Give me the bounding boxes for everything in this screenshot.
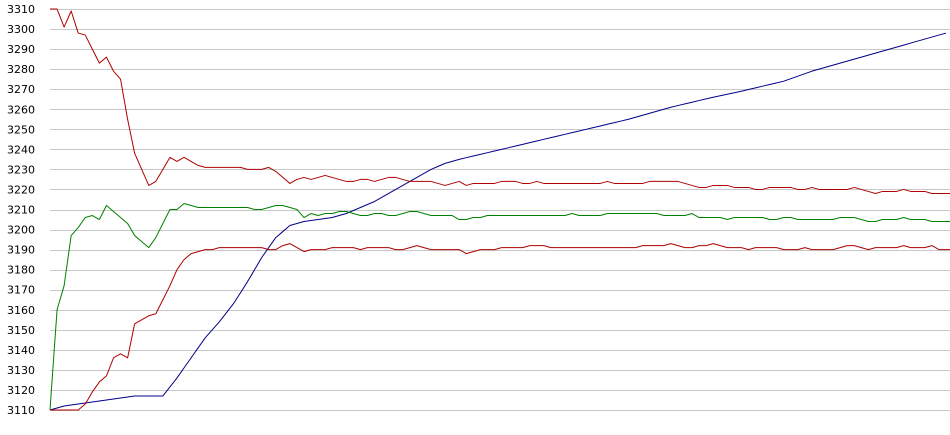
y-tick-label: 3230 — [7, 163, 35, 176]
series-lines — [49, 8, 950, 411]
series-line-2 — [49, 202, 950, 411]
y-tick-label: 3140 — [7, 344, 35, 357]
gridlines — [50, 9, 950, 411]
y-tick-label: 3130 — [7, 364, 35, 377]
y-tick-label: 3160 — [7, 304, 35, 317]
y-tick-label: 3210 — [7, 204, 35, 217]
y-tick-label: 3290 — [7, 43, 35, 56]
y-tick-label: 3170 — [7, 284, 35, 297]
series-line-1 — [49, 32, 947, 411]
y-axis-tick-labels: 3110 3120 3130 3140 3150 3160 3170 3180 3190 3200… — [7, 3, 35, 417]
series-line-3 — [50, 8, 950, 194]
y-tick-label: 3240 — [7, 143, 35, 156]
y-tick-label: 3280 — [7, 63, 35, 76]
y-tick-label: 3260 — [7, 103, 35, 116]
y-tick-label: 3250 — [7, 123, 35, 136]
y-tick-label: 3190 — [7, 244, 35, 257]
y-tick-label: 3200 — [7, 224, 35, 237]
y-tick-label: 3110 — [7, 404, 35, 417]
y-tick-label: 3150 — [7, 324, 35, 337]
y-tick-label: 3220 — [7, 183, 35, 196]
y-tick-label: 3310 — [7, 3, 35, 16]
series-line-4 — [50, 243, 950, 411]
y-tick-label: 3270 — [7, 83, 35, 96]
y-tick-label: 3300 — [7, 23, 35, 36]
y-tick-label: 3180 — [7, 264, 35, 277]
y-tick-label: 3120 — [7, 384, 35, 397]
